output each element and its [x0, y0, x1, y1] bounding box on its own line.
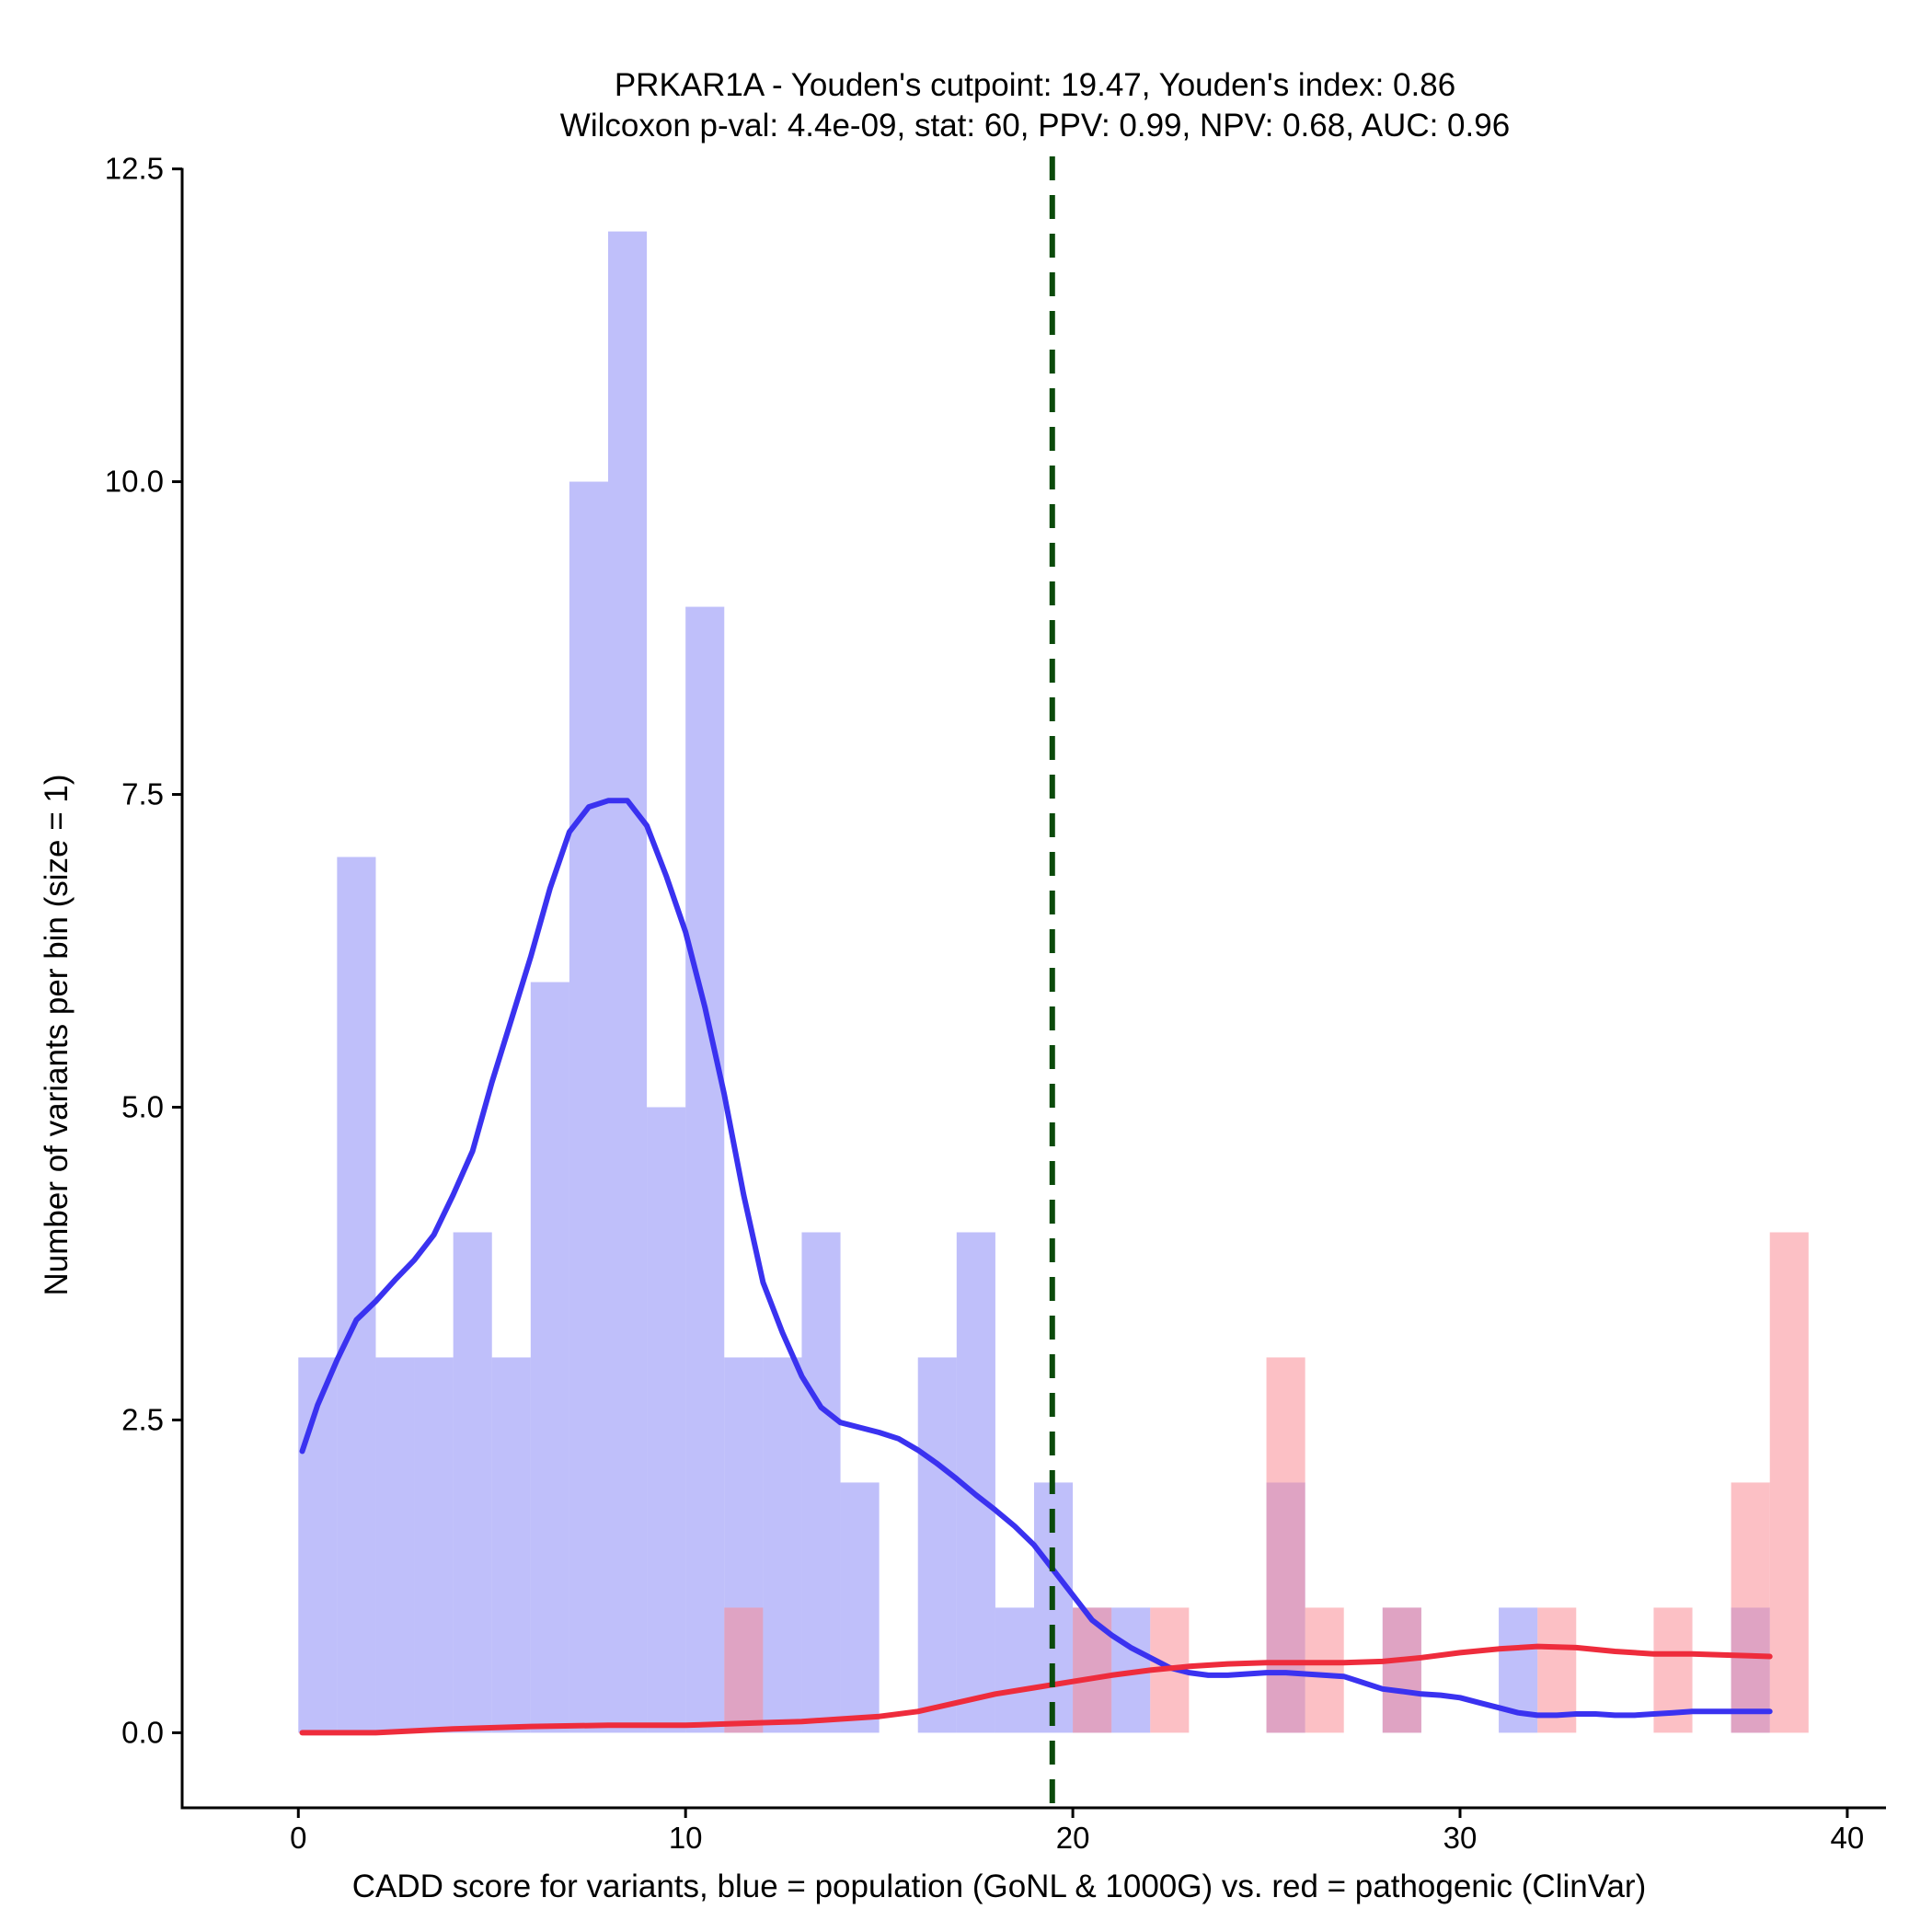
bar-pathogenic-20	[1073, 1607, 1112, 1733]
bar-pathogenic-37	[1731, 1482, 1770, 1733]
x-tick-label: 10	[669, 1821, 703, 1855]
bar-population-4	[453, 1232, 492, 1733]
bar-population-12	[763, 1357, 802, 1733]
bar-population-5	[491, 1357, 531, 1733]
pathogenic-histogram	[724, 1232, 1809, 1733]
bar-population-8	[608, 231, 648, 1733]
bar-population-2	[375, 1357, 415, 1733]
density-line-pathogenic	[299, 1643, 1773, 1736]
bar-population-9	[647, 1107, 686, 1733]
bar-population-13	[801, 1232, 841, 1733]
bar-pathogenic-26	[1305, 1607, 1344, 1733]
bar-population-1	[337, 857, 376, 1733]
bar-population-3	[414, 1357, 454, 1733]
bar-pathogenic-28	[1382, 1607, 1421, 1733]
bar-pathogenic-25	[1266, 1357, 1305, 1733]
y-axis-label: Number of variants per bin (size = 1)	[39, 774, 75, 1295]
y-tick-label: 12.5	[105, 152, 164, 186]
chart-subtitle: Wilcoxon p-val: 4.4e-09, stat: 60, PPV: …	[560, 108, 1510, 144]
x-tick-label: 30	[1443, 1821, 1478, 1855]
y-tick-label: 5.0	[121, 1089, 164, 1123]
bar-population-16	[917, 1357, 957, 1733]
bar-population-10	[685, 606, 725, 1733]
x-tick-label: 20	[1056, 1821, 1090, 1855]
y-tick-label: 7.5	[121, 777, 164, 811]
chart-title: PRKAR1A - Youden's cutpoint: 19.47, Youd…	[615, 67, 1455, 103]
bar-population-14	[840, 1482, 880, 1733]
population-histogram	[298, 231, 1770, 1733]
bar-pathogenic-38	[1769, 1232, 1809, 1733]
x-tick-label: 40	[1831, 1821, 1865, 1855]
density-line-population	[299, 798, 1773, 1719]
y-tick-label: 0.0	[121, 1715, 164, 1749]
bar-pathogenic-11	[724, 1607, 764, 1733]
y-tick-label: 10.0	[105, 465, 164, 499]
x-tick-label: 0	[290, 1821, 306, 1855]
y-axis-ticks: 0.0 2.5 5.0 7.5 10.0 12.5	[105, 152, 182, 1749]
density-curves	[299, 798, 1773, 1736]
bar-population-0	[298, 1357, 338, 1733]
bar-population-6	[530, 982, 569, 1733]
bar-population-18	[995, 1607, 1034, 1733]
x-axis-ticks: 0 10 20 30 40	[290, 1808, 1864, 1855]
y-tick-label: 2.5	[121, 1402, 164, 1436]
axes: 0 10 20 30 40 0.0 2.5 5.0 7.5 10.0 12.5	[105, 152, 1886, 1855]
bar-population-7	[569, 481, 608, 1733]
x-axis-label: CADD score for variants, blue = populati…	[352, 1869, 1647, 1904]
